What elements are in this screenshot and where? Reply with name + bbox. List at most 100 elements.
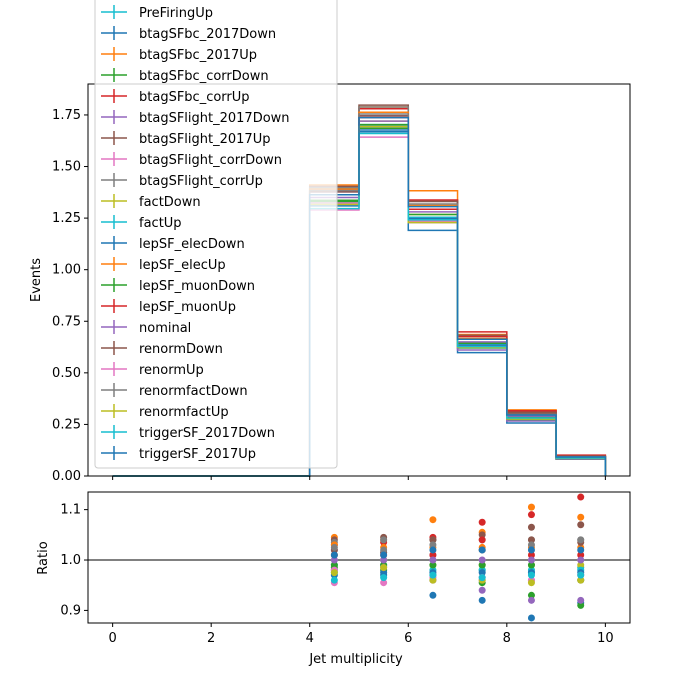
legend-entry: renormDown <box>101 341 223 357</box>
legend-entry: PreFiringUp <box>101 5 213 21</box>
legend-label: factDown <box>139 195 201 210</box>
ratio-point-btagSFbc_2017Down <box>478 596 486 604</box>
legend-entry: btagSFbc_corrDown <box>101 68 269 84</box>
legend-entry: triggerSF_2017Up <box>101 446 256 462</box>
ratio-x-tick-label: 8 <box>503 631 511 646</box>
legend-entry: btagSFbc_2017Up <box>101 47 257 63</box>
legend-label: lepSF_elecUp <box>139 258 226 273</box>
legend-entry: btagSFlight_2017Down <box>101 110 290 126</box>
legend-label: renormDown <box>139 342 223 357</box>
ratio-point-btagSFbc_corrDown <box>527 591 535 599</box>
legend-entry: btagSFbc_2017Down <box>101 26 276 42</box>
ratio-point-btagSFbc_2017Down <box>429 591 437 599</box>
ratio-plot-area <box>88 492 630 623</box>
ratio-point-nominal <box>527 556 535 564</box>
ratio-point-triggerSF_2017Up <box>429 546 437 554</box>
ratio-point-triggerSF_2017Down <box>330 576 338 584</box>
events-x-ticks <box>112 476 606 480</box>
legend-label: renormUp <box>139 363 204 378</box>
ratio-y-tick-label: 0.9 <box>60 603 81 618</box>
ratio-x-ticks: 0 2 4 6 8 10 <box>108 623 614 646</box>
legend-entry: btagSFlight_corrUp <box>101 173 263 189</box>
ratio-point-triggerSF_2017Down <box>380 574 388 582</box>
ratio-panel: 0.9 1.0 1.1 0 2 4 6 8 10 Ratio Jet multiplicity <box>36 491 631 667</box>
ratio-point-triggerSF_2017Up <box>577 546 585 554</box>
ratio-point-lepSF_muonDown <box>478 561 486 569</box>
ratio-point-triggerSF_2017Down <box>527 571 535 579</box>
legend-label: factUp <box>139 216 182 231</box>
legend-label: lepSF_muonDown <box>139 279 255 294</box>
ratio-point-renormfactDown <box>380 546 388 554</box>
legend-frame <box>94 0 338 469</box>
legend-label: renormfactUp <box>139 405 229 420</box>
legend-label: nominal <box>139 321 191 336</box>
ratio-x-tick-label: 6 <box>404 631 412 646</box>
ratio-point-btagSFlight_2017Up <box>527 523 535 531</box>
legend-entry: triggerSF_2017Down <box>101 425 275 441</box>
legend-label: renormfactDown <box>139 384 248 399</box>
ratio-point-btagSFlight_2017Up <box>478 531 486 539</box>
ratio-point-btagSFlight_2017Down <box>478 586 486 594</box>
ratio-point-lepSF_muonDown <box>527 561 535 569</box>
legend-entry: lepSF_muonDown <box>101 278 255 294</box>
events-y-tick-label: 0.50 <box>52 366 81 381</box>
ratio-point-lepSF_muonDown <box>330 561 338 569</box>
legend-label: triggerSF_2017Up <box>139 447 256 462</box>
ratio-point-renormfactUp <box>380 564 388 572</box>
events-axes-frame <box>87 83 631 477</box>
events-y-tick-label: 1.75 <box>52 108 81 123</box>
ratio-y-tick-label: 1.0 <box>60 553 81 568</box>
ratio-point-lepSF_muonUp <box>577 551 585 559</box>
ratio-point-lepSF_muonUp <box>429 551 437 559</box>
legend-label: btagSFlight_2017Up <box>139 132 270 147</box>
ratio-point-btagSFlight_2017Down <box>527 596 535 604</box>
events-y-tick-label: 1.00 <box>52 263 81 278</box>
ratio-point-nominal <box>577 556 585 564</box>
events-y-tick-label: 0.75 <box>52 314 81 329</box>
ratio-point-renormfactUp <box>429 576 437 584</box>
ratio-point-lepSF_muonUp <box>478 536 486 544</box>
legend-entry: renormfactUp <box>101 404 229 420</box>
legend-label: btagSFlight_corrDown <box>139 153 282 168</box>
legend-entry: renormfactDown <box>101 383 248 399</box>
ratio-y-axis-label: Ratio <box>36 541 51 574</box>
ratio-point-lepSF_elecDown <box>478 569 486 577</box>
legend-label: btagSFlight_2017Down <box>139 111 290 126</box>
ratio-point-btagSFlight_2017Down <box>577 596 585 604</box>
ratio-point-lepSF_muonUp <box>527 551 535 559</box>
legend-label: lepSF_elecDown <box>139 237 245 252</box>
legend-label: PreFiringUp <box>139 6 213 21</box>
ratio-y-tick-label: 1.1 <box>60 503 81 518</box>
legend-entry: lepSF_muonUp <box>101 299 236 315</box>
legend-entry: btagSFlight_2017Up <box>101 131 270 147</box>
legend-entry: factUp <box>101 215 182 231</box>
ratio-x-tick-label: 2 <box>207 631 215 646</box>
legend-label: btagSFbc_corrUp <box>139 90 250 105</box>
ratio-point-lepSF_muonDown <box>429 561 437 569</box>
ratio-point-nominal <box>330 556 338 564</box>
ratio-x-tick-label: 4 <box>306 631 314 646</box>
ratio-point-btagSFlight_corrUp <box>380 536 388 544</box>
ratio-point-btagSFbc_2017Up <box>577 513 585 521</box>
ratio-point-triggerSF_2017Up <box>330 551 338 559</box>
events-y-tick-label: 1.25 <box>52 211 81 226</box>
ratio-point-btagSFbc_corrUp <box>577 493 585 501</box>
ratio-point-renormDown <box>429 536 437 544</box>
ratio-point-btagSFlight_corrDown <box>380 579 388 587</box>
legend-label: btagSFbc_2017Up <box>139 48 257 63</box>
ratio-point-triggerSF_2017Down <box>577 571 585 579</box>
x-axis-label: Jet multiplicity <box>308 652 403 667</box>
legend-label: btagSFlight_corrUp <box>139 174 263 189</box>
legend-entry: factDown <box>101 194 201 210</box>
events-y-ticks: 0.00 0.25 0.50 0.75 1.00 1.25 1.50 1.75 <box>52 108 88 484</box>
ratio-point-btagSFbc_2017Down <box>527 614 535 622</box>
events-panel: 0.000.250.500.751.001.251.501.75 Events … <box>29 0 631 484</box>
ratio-point-nominal <box>380 556 388 564</box>
ratio-point-btagSFbc_2017Up <box>527 503 535 511</box>
ratio-point-nominal <box>478 556 486 564</box>
ratio-point-renormfactDown <box>577 536 585 544</box>
legend-label: btagSFbc_corrDown <box>139 69 269 84</box>
ratio-point-btagSFlight_2017Up <box>577 521 585 529</box>
legend-entry: lepSF_elecDown <box>101 236 245 252</box>
